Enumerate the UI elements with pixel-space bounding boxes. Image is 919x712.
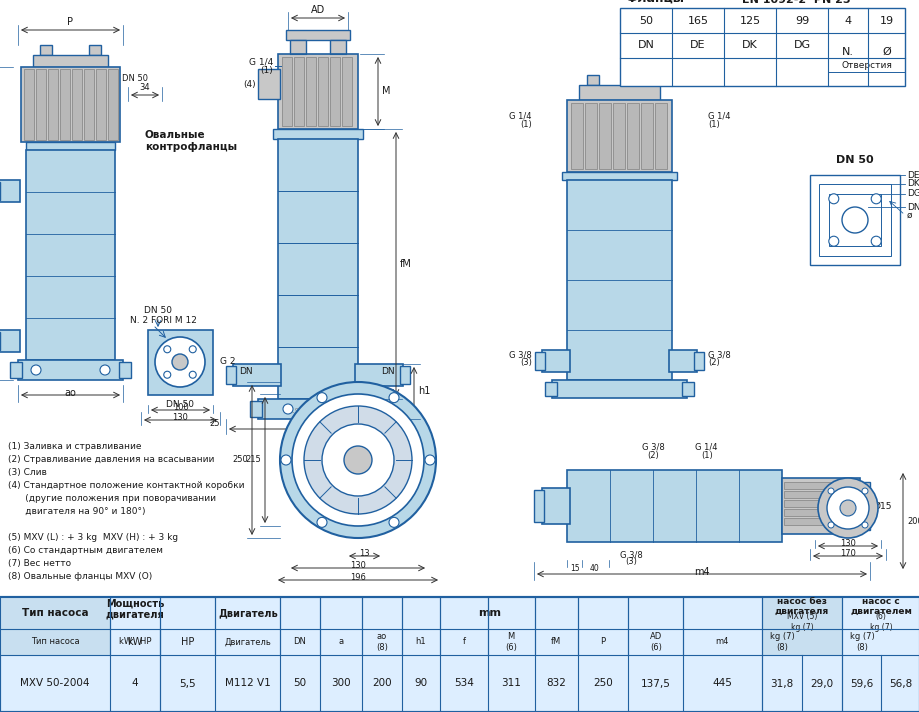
Bar xyxy=(654,103,666,169)
Text: (1): (1) xyxy=(708,120,719,128)
Bar xyxy=(273,129,363,139)
Text: 50: 50 xyxy=(293,679,306,689)
Bar xyxy=(60,69,70,140)
Bar xyxy=(761,597,919,655)
Text: Отверстия: Отверстия xyxy=(840,61,891,70)
Text: 40: 40 xyxy=(589,564,599,573)
Text: 99: 99 xyxy=(794,16,808,26)
Bar xyxy=(18,360,123,380)
Text: DN 50: DN 50 xyxy=(144,306,172,315)
Bar xyxy=(783,482,857,489)
Text: (1): (1) xyxy=(519,120,531,128)
Bar xyxy=(0,597,919,712)
Text: Ø15: Ø15 xyxy=(873,501,891,511)
Bar xyxy=(668,350,697,372)
Bar xyxy=(233,364,280,386)
Bar xyxy=(627,103,639,169)
Text: ao: ao xyxy=(64,388,76,398)
Text: G 1/4: G 1/4 xyxy=(708,112,730,120)
Text: AD
(6): AD (6) xyxy=(649,632,662,651)
Bar xyxy=(289,40,306,54)
Text: 165: 165 xyxy=(686,16,708,26)
Text: DN 50: DN 50 xyxy=(122,74,148,83)
Text: DN: DN xyxy=(637,41,653,51)
Text: 4: 4 xyxy=(131,679,138,689)
Text: MXV (5)
kg (7): MXV (5) kg (7) xyxy=(786,612,816,632)
Text: (1): (1) xyxy=(700,451,712,460)
Bar xyxy=(0,597,110,655)
Circle shape xyxy=(839,500,855,516)
Text: EN 1092-2  PN 25: EN 1092-2 PN 25 xyxy=(742,0,850,5)
Bar xyxy=(282,57,291,126)
Text: h1: h1 xyxy=(417,387,430,397)
Text: 34: 34 xyxy=(140,83,150,92)
Text: M: M xyxy=(381,86,390,97)
Bar xyxy=(226,366,236,384)
Bar xyxy=(619,8,904,86)
Bar xyxy=(566,100,671,172)
Bar xyxy=(551,380,686,398)
Bar xyxy=(33,55,108,67)
Text: ao
(8): ao (8) xyxy=(376,632,388,651)
Bar xyxy=(818,184,890,256)
Text: (3): (3) xyxy=(519,359,531,367)
Text: 15: 15 xyxy=(570,564,579,573)
Text: 200: 200 xyxy=(906,516,919,525)
Text: h1: h1 xyxy=(415,637,425,646)
Bar xyxy=(355,364,403,386)
Bar xyxy=(541,350,570,372)
Text: f: f xyxy=(462,637,465,646)
Text: m4: m4 xyxy=(694,567,709,577)
Text: 130: 130 xyxy=(173,413,188,422)
Circle shape xyxy=(279,382,436,538)
Text: (4) Стандартное положение контактной коробки: (4) Стандартное положение контактной кор… xyxy=(8,481,244,490)
Bar xyxy=(257,69,279,99)
Bar xyxy=(859,482,869,530)
Circle shape xyxy=(303,406,412,514)
Text: 13: 13 xyxy=(358,549,369,558)
Bar xyxy=(257,399,378,419)
Text: 5,5: 5,5 xyxy=(179,679,196,689)
Bar xyxy=(374,401,386,417)
Bar xyxy=(535,352,544,370)
Bar xyxy=(294,57,303,126)
Text: 130: 130 xyxy=(350,561,366,570)
Bar xyxy=(400,366,410,384)
Text: G 1/4: G 1/4 xyxy=(248,58,273,66)
Text: насос с
двигателем: насос с двигателем xyxy=(849,597,911,617)
Text: G 1/4: G 1/4 xyxy=(509,112,531,120)
Text: G 2: G 2 xyxy=(220,357,235,367)
Text: kW: kW xyxy=(127,637,142,647)
Bar xyxy=(119,362,130,378)
Bar xyxy=(533,490,543,522)
Text: P: P xyxy=(600,637,605,646)
Bar xyxy=(250,401,262,417)
Bar xyxy=(318,57,328,126)
Circle shape xyxy=(291,394,424,526)
Text: DN 50: DN 50 xyxy=(165,400,194,409)
Text: fM: fM xyxy=(400,259,412,269)
Bar xyxy=(0,597,919,712)
Text: (2) Стравливание давления на всасывании: (2) Стравливание давления на всасывании xyxy=(8,455,214,464)
Bar xyxy=(24,69,34,140)
Text: Овальные
контрофланцы: Овальные контрофланцы xyxy=(145,130,237,152)
Circle shape xyxy=(322,424,393,496)
Bar xyxy=(0,597,919,712)
Circle shape xyxy=(389,392,399,403)
Circle shape xyxy=(828,236,838,246)
Text: M
(6): M (6) xyxy=(505,632,516,651)
Text: 31,8: 31,8 xyxy=(769,679,793,689)
Bar xyxy=(586,75,598,85)
Text: двигателя на 90° и 180°): двигателя на 90° и 180°) xyxy=(8,507,145,516)
Text: G 3/8: G 3/8 xyxy=(619,550,642,559)
Text: 100: 100 xyxy=(173,403,188,412)
Text: 832: 832 xyxy=(546,679,565,689)
Text: 125: 125 xyxy=(739,16,760,26)
Circle shape xyxy=(828,194,838,204)
Bar xyxy=(306,57,315,126)
Bar xyxy=(278,54,357,129)
Text: DE: DE xyxy=(689,41,705,51)
Bar xyxy=(72,69,82,140)
Circle shape xyxy=(280,455,290,465)
Circle shape xyxy=(827,522,834,528)
